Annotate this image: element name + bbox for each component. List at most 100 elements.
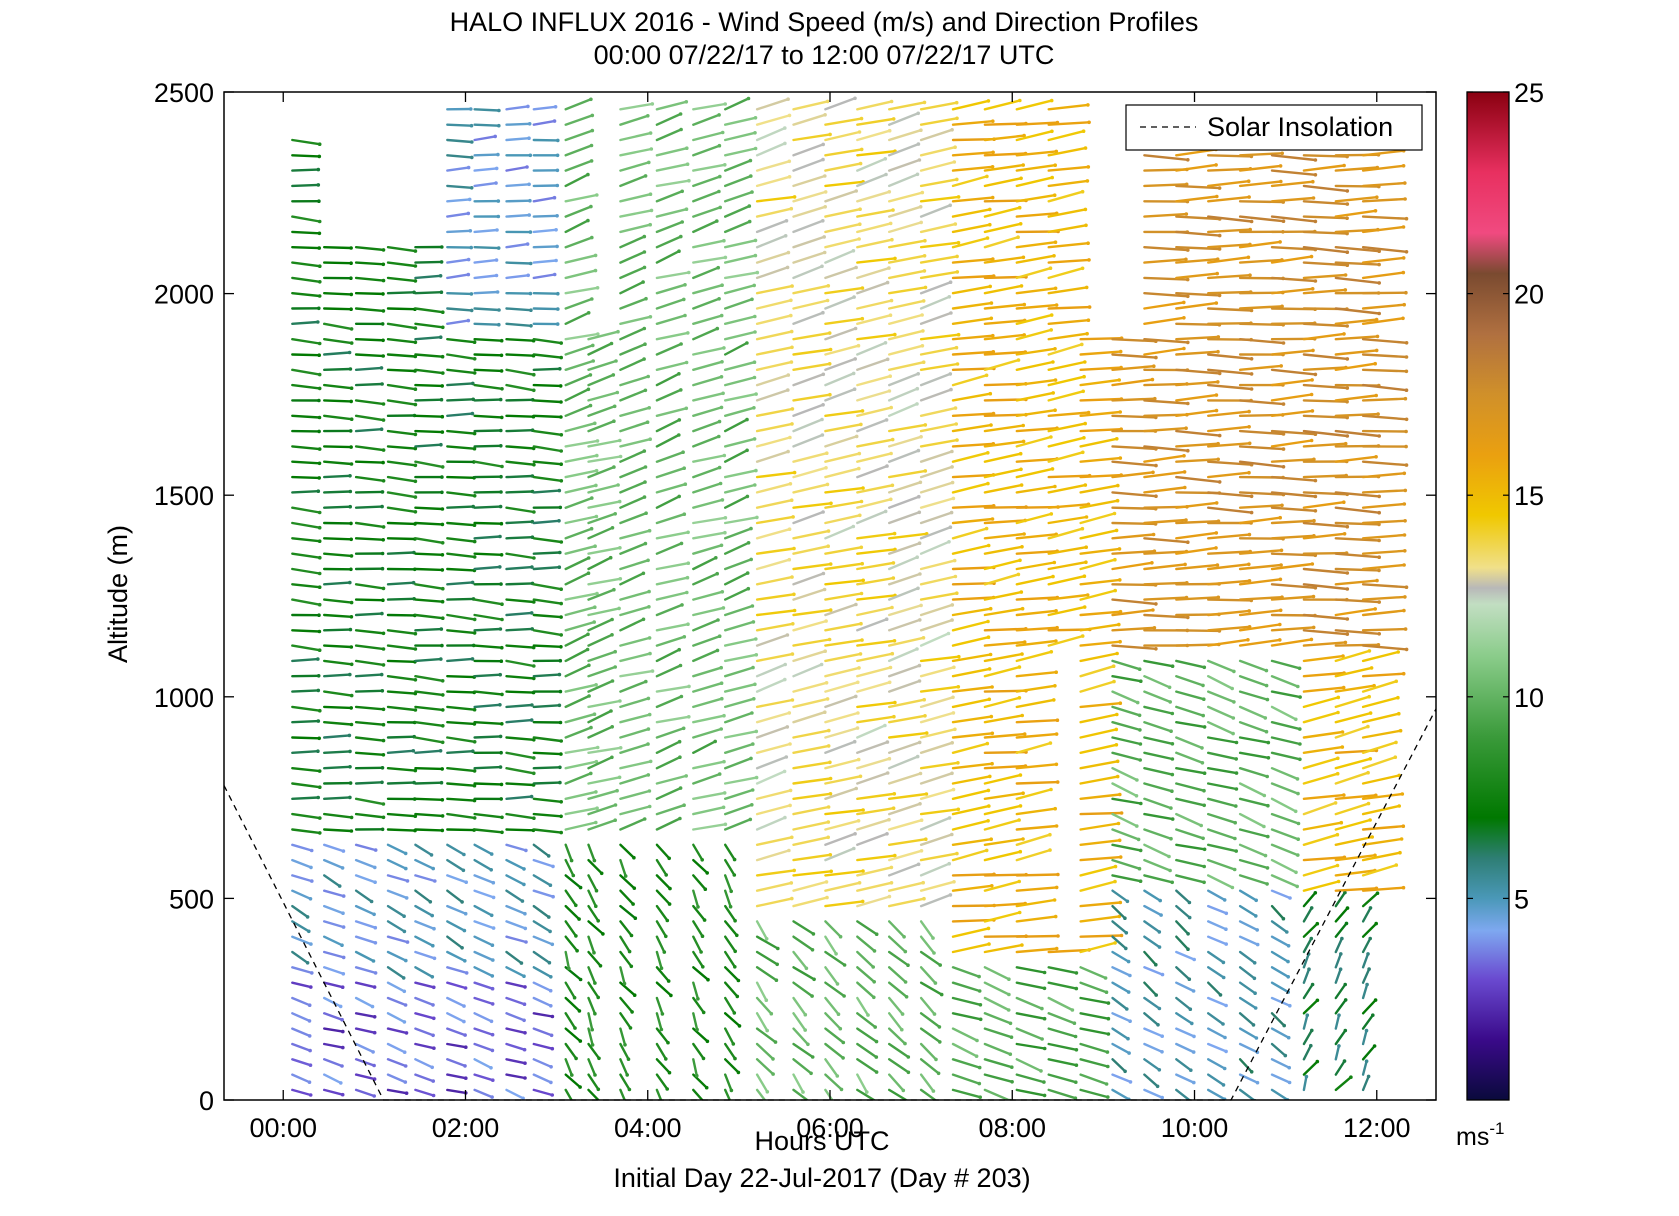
- wind-arrow-head: [1281, 219, 1286, 223]
- wind-arrow-head: [1202, 697, 1206, 701]
- wind-arrow: [692, 714, 726, 724]
- wind-arrow: [1111, 828, 1140, 841]
- wind-arrow-head: [978, 1003, 983, 1007]
- wind-arrow-head: [432, 1046, 436, 1050]
- wind-arrow-head: [593, 544, 597, 548]
- wind-arrow: [724, 315, 756, 325]
- wind-arrow: [755, 266, 789, 280]
- wind-arrow: [386, 904, 406, 918]
- wind-arrow-head: [1373, 209, 1378, 213]
- wind-arrow-head: [1217, 186, 1222, 190]
- wind-arrow-head: [921, 329, 925, 333]
- wind-arrow-head: [1367, 694, 1371, 699]
- wind-arrow: [619, 235, 646, 249]
- wind-arrow: [724, 843, 736, 861]
- wind-arrow-head: [704, 1085, 709, 1090]
- wind-arrow-head: [413, 708, 418, 712]
- wind-arrow-head: [719, 681, 724, 685]
- wind-arrow-head: [608, 555, 613, 560]
- wind-arrow: [824, 920, 842, 938]
- wind-arrow: [446, 184, 473, 190]
- wind-arrow-head: [1294, 717, 1298, 722]
- wind-arrow: [724, 284, 756, 295]
- wind-arrow: [692, 435, 720, 448]
- wind-arrow: [291, 506, 321, 514]
- wind-arrow: [755, 97, 790, 111]
- wind-arrow: [1206, 721, 1235, 735]
- wind-arrow-head: [682, 635, 687, 639]
- wind-arrow: [1047, 1027, 1077, 1038]
- wind-arrow-head: [986, 543, 991, 548]
- wind-arrow: [414, 996, 435, 1007]
- wind-arrow: [473, 1042, 494, 1052]
- wind-arrow: [587, 789, 619, 800]
- wind-arrow-head: [705, 1039, 710, 1044]
- wind-arrow-head: [1216, 349, 1220, 354]
- wind-arrow-head: [381, 418, 386, 422]
- x-tick-label: 02:00: [432, 1113, 500, 1143]
- wind-arrow: [1334, 887, 1378, 892]
- wind-arrow: [564, 286, 599, 295]
- wind-arrow-head: [720, 590, 725, 594]
- wind-arrow-head: [349, 600, 354, 605]
- wind-arrow-head: [787, 557, 792, 562]
- wind-arrow-head: [1404, 585, 1409, 589]
- wind-arrow-head: [857, 666, 861, 670]
- wind-arrow-head: [551, 894, 555, 899]
- wind-arrow: [587, 966, 597, 985]
- wind-arrow: [564, 114, 594, 126]
- wind-arrow-head: [1070, 1008, 1075, 1012]
- wind-arrow-head: [1288, 896, 1292, 900]
- wind-arrow-head: [438, 274, 443, 278]
- wind-arrow: [446, 797, 476, 802]
- wind-arrow-head: [498, 565, 502, 569]
- wind-arrow-head: [825, 451, 829, 456]
- wind-arrow: [951, 208, 991, 218]
- wind-arrow: [1111, 460, 1158, 467]
- wind-arrow-head: [825, 482, 830, 487]
- wind-arrow: [692, 375, 723, 387]
- wind-arrow-head: [316, 795, 321, 800]
- wind-arrow-head: [951, 711, 956, 715]
- wind-arrow: [692, 843, 704, 861]
- wind-arrow-head: [1082, 605, 1087, 609]
- wind-arrow-head: [939, 992, 944, 997]
- wind-arrow-head: [317, 525, 322, 530]
- wind-arrow: [1302, 353, 1349, 361]
- wind-arrow-head: [1310, 1028, 1314, 1033]
- wind-arrow-head: [1397, 804, 1401, 808]
- wind-arrow-head: [380, 382, 384, 386]
- wind-arrow: [1143, 812, 1174, 821]
- wind-arrow: [1238, 180, 1283, 188]
- wind-arrow: [888, 920, 906, 938]
- wind-arrow-head: [610, 725, 614, 729]
- wind-arrow: [291, 537, 321, 543]
- wind-arrow-head: [1084, 515, 1089, 519]
- wind-arrow-head: [609, 709, 613, 713]
- wind-arrow: [655, 467, 686, 479]
- wind-arrow: [856, 281, 889, 295]
- wind-arrow: [1334, 209, 1377, 218]
- wind-arrow: [1111, 659, 1141, 671]
- wind-arrow-head: [589, 97, 593, 102]
- wind-arrow-head: [439, 260, 444, 264]
- wind-arrow: [1047, 996, 1074, 1012]
- wind-arrow: [692, 740, 717, 754]
- wind-arrow-head: [559, 830, 563, 835]
- wind-arrow-head: [1223, 1035, 1227, 1040]
- wind-arrow-head: [786, 250, 791, 255]
- wind-arrow-head: [861, 808, 865, 812]
- wind-arrow-head: [557, 488, 562, 493]
- wind-arrow-head: [1010, 1065, 1014, 1069]
- wind-arrow: [1015, 684, 1057, 693]
- wind-arrow: [951, 596, 995, 601]
- wind-arrow: [792, 572, 825, 586]
- wind-arrow: [354, 781, 384, 785]
- wind-arrow: [792, 235, 826, 249]
- wind-arrow: [1047, 258, 1091, 264]
- wind-arrow-head: [810, 948, 815, 952]
- wind-arrow: [587, 420, 616, 433]
- wind-arrow: [532, 920, 552, 933]
- wind-arrow-head: [986, 819, 990, 823]
- wind-arrow: [414, 537, 444, 544]
